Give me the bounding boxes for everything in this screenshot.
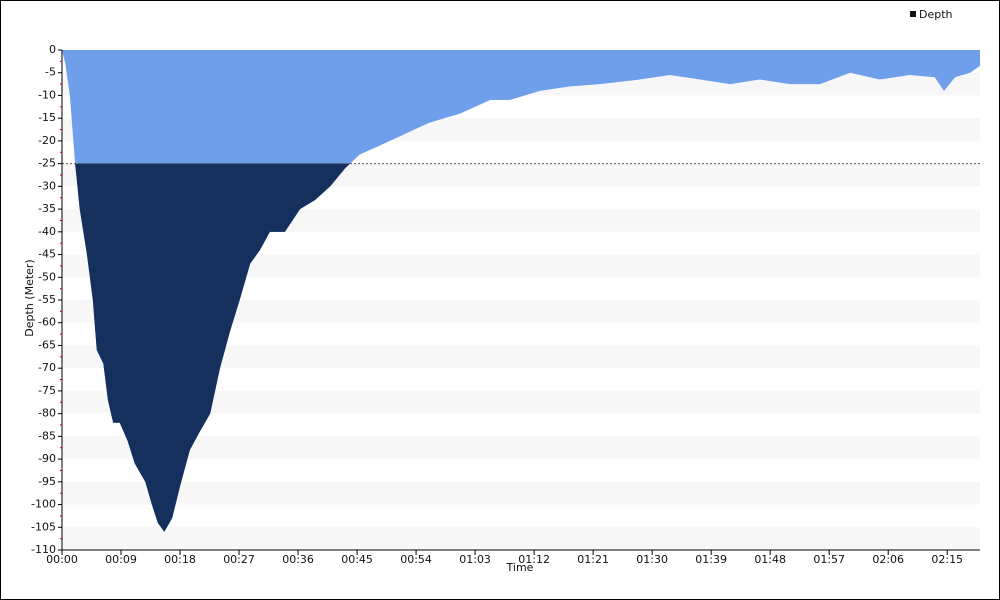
x-tick-label: 00:00 xyxy=(46,553,78,566)
y-tick-label: -100 xyxy=(31,498,56,511)
x-axis-title: Time xyxy=(506,561,534,574)
y-tick-label: -30 xyxy=(38,179,56,192)
y-tick-label: -95 xyxy=(38,475,56,488)
x-tick-label: 01:21 xyxy=(577,553,609,566)
x-tick-label: 00:09 xyxy=(105,553,137,566)
grid-band xyxy=(62,481,980,505)
y-tick-label: -80 xyxy=(38,407,56,420)
y-tick-label: -5 xyxy=(45,66,56,79)
y-tick-label: -15 xyxy=(38,111,56,124)
x-tick-label: 00:27 xyxy=(223,553,255,566)
y-tick-label: -75 xyxy=(38,384,56,397)
x-tick-label: 01:57 xyxy=(813,553,845,566)
x-tick-label: 01:30 xyxy=(636,553,668,566)
x-tick-label: 00:18 xyxy=(164,553,196,566)
y-tick-label: -85 xyxy=(38,429,56,442)
grid-band xyxy=(62,345,980,369)
legend-swatch xyxy=(910,11,916,17)
y-tick-label: -90 xyxy=(38,452,56,465)
grid-band xyxy=(62,254,980,278)
x-tick-label: 00:54 xyxy=(400,553,432,566)
y-tick-label: -45 xyxy=(38,248,56,261)
y-tick-label: -20 xyxy=(38,134,56,147)
area-below-threshold xyxy=(75,163,351,532)
y-tick-label: 0 xyxy=(49,43,56,56)
x-tick-label: 01:03 xyxy=(459,553,491,566)
y-tick-label: -40 xyxy=(38,225,56,238)
y-tick-label: -65 xyxy=(38,338,56,351)
grid-band xyxy=(62,300,980,323)
y-tick-label: -55 xyxy=(38,293,56,306)
y-tick-label: -35 xyxy=(38,202,56,215)
x-tick-label: 02:15 xyxy=(931,553,963,566)
x-tick-label: 01:48 xyxy=(754,553,786,566)
y-axis-title: Depth (Meter) xyxy=(23,259,36,336)
x-tick-label: 01:12 xyxy=(518,553,550,566)
x-tick-label: 01:39 xyxy=(695,553,727,566)
x-tick-label: 02:06 xyxy=(872,553,904,566)
y-tick-label: -50 xyxy=(38,270,56,283)
x-tick-label: 00:45 xyxy=(341,553,373,566)
x-tick-label: 00:36 xyxy=(282,553,314,566)
y-tick-label: -70 xyxy=(38,361,56,374)
grid-band xyxy=(62,527,980,550)
y-tick-label: -110 xyxy=(31,543,56,556)
y-tick-label: -105 xyxy=(31,520,56,533)
grid-band xyxy=(62,390,980,414)
grid-band xyxy=(62,436,980,460)
y-tick-label: -10 xyxy=(38,88,56,101)
y-tick-label: -25 xyxy=(38,157,56,170)
y-tick-label: -60 xyxy=(38,316,56,329)
legend-label: Depth xyxy=(919,8,953,21)
